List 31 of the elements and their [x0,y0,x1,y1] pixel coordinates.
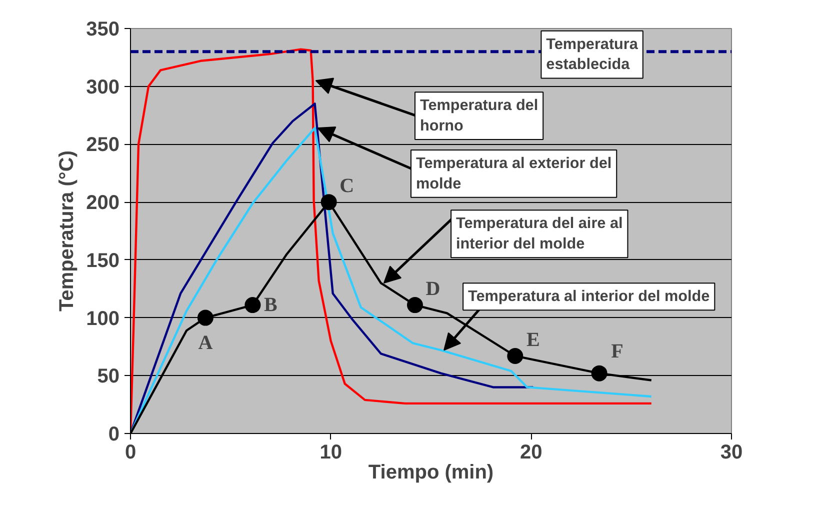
point [507,348,524,364]
annotation: Temperatura del horno [420,97,538,135]
annotation: Temperatura al exterior del molde [416,155,612,192]
annotation: E [526,328,540,351]
x-tick-label: 30 [720,442,743,464]
annotation: Temperatura al interior del molde [468,288,710,306]
y-tick-label: 50 [97,366,120,388]
x-axis-title: Tiempo (min) [368,462,494,484]
ref-line-label: Temperatura establecida [546,36,638,74]
point [320,194,337,210]
x-tick-label: 10 [320,442,342,464]
annotation: D [426,278,440,300]
annotation: A [198,332,214,354]
y-tick-label: 300 [86,76,120,98]
annotation: B [264,294,278,316]
point [244,297,261,314]
y-tick-label: 200 [86,192,120,214]
y-tick-label: 100 [86,308,120,330]
annotation: C [340,175,354,198]
point [591,365,608,382]
annotation: Temperatura del aire al interior del molde [456,215,623,253]
x-tick-label: 20 [520,442,542,464]
y-tick-label: 0 [108,424,120,446]
point [406,297,423,314]
y-tick-label: 250 [86,134,120,156]
y-axis-title: Temperatura (°C) [56,150,78,312]
x-tick-label: 0 [124,442,136,464]
y-tick-label: 350 [86,18,120,40]
annotation: F [611,340,624,362]
point [197,310,214,326]
y-tick-label: 150 [86,250,120,272]
